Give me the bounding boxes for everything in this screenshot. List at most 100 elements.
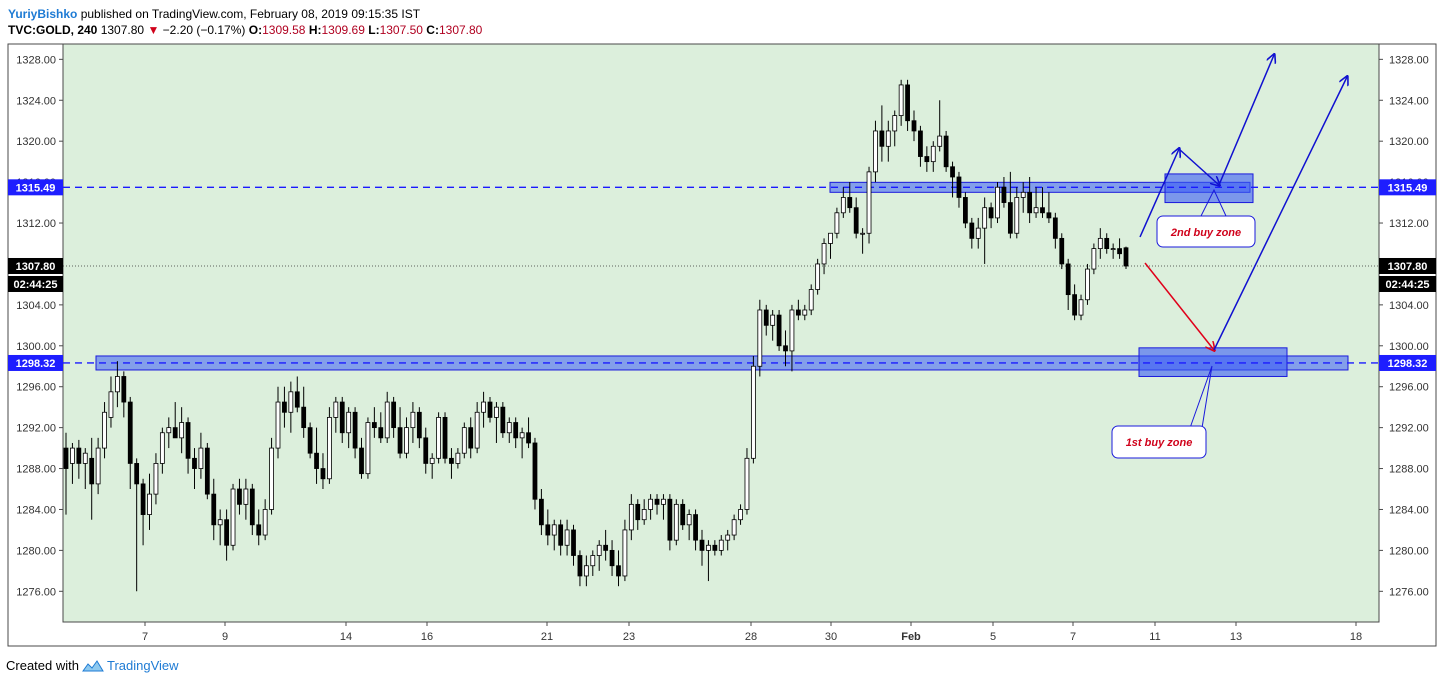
- tradingview-link[interactable]: TradingView: [106, 658, 179, 673]
- candle-body: [339, 401, 345, 434]
- candle-body: [763, 309, 769, 326]
- candle-body: [924, 156, 930, 163]
- y-tick-label-right: 1324.00: [1389, 95, 1429, 107]
- candle-body: [680, 503, 686, 526]
- candle-body: [558, 524, 564, 546]
- high-value: 1309.69: [321, 23, 365, 37]
- zone-callouts-layer: 2nd buy zone 1st buy zone: [1111, 188, 1256, 459]
- candle-body: [391, 401, 397, 429]
- candle-body: [918, 130, 923, 157]
- candle-body: [1097, 237, 1103, 250]
- candle-body: [172, 427, 178, 439]
- arrow-down-to-1st-zone: [1144, 262, 1214, 350]
- candle-body: [487, 401, 493, 418]
- candle-body: [282, 401, 287, 413]
- author-name[interactable]: YuriyBishko: [8, 7, 78, 21]
- candle-body: [359, 447, 364, 475]
- candle-body: [661, 498, 666, 505]
- candle-body: [1052, 217, 1058, 239]
- callout-2nd-buy-zone: [1156, 215, 1256, 248]
- resistance-tag-left: 1315.49: [16, 182, 56, 194]
- candle-body: [738, 509, 743, 521]
- candle-body: [294, 391, 300, 408]
- y-tick-label-left: 1324.00: [16, 95, 56, 107]
- candle-body: [1040, 207, 1045, 214]
- y-tick-label-right: 1296.00: [1389, 382, 1429, 394]
- candle-body: [686, 514, 692, 526]
- candle-body: [853, 207, 859, 234]
- candle-body: [892, 115, 898, 132]
- candle-body: [539, 498, 544, 526]
- candle-body: [371, 422, 377, 429]
- candle-body: [1007, 202, 1013, 234]
- candle-body: [76, 447, 82, 464]
- x-tick-label: Feb: [901, 631, 921, 643]
- resistance-tag-left-bg: [8, 179, 63, 196]
- candle-body: [551, 524, 557, 536]
- candle-body: [725, 534, 731, 541]
- first-buy-zone-box: [1138, 347, 1288, 377]
- candle-body: [121, 376, 127, 403]
- countdown-tag: 02:44:25: [1385, 279, 1429, 291]
- arrows-layer: [1139, 55, 1347, 350]
- candle-body: [648, 498, 653, 510]
- candle-body: [840, 197, 846, 214]
- candle-body: [667, 498, 673, 541]
- close-label: C:: [426, 23, 439, 37]
- candle-body: [622, 529, 628, 577]
- close-value: 1307.80: [438, 23, 483, 37]
- support-tag-left: 1298.32: [16, 358, 56, 370]
- plot-area[interactable]: [62, 43, 1380, 623]
- arrow-down-to-2nd-zone: [1178, 148, 1219, 185]
- candle-body: [783, 345, 788, 352]
- candle-body: [628, 503, 634, 531]
- candle-body: [564, 529, 570, 546]
- candle-body: [963, 197, 968, 224]
- candle-body: [333, 401, 339, 418]
- down-arrow-icon: ▼: [147, 23, 160, 37]
- y-tick-label-right: 1312.00: [1389, 218, 1429, 230]
- candle-body: [1065, 263, 1071, 296]
- y-tick-label-right: 1320.00: [1389, 136, 1429, 148]
- candle-body: [494, 406, 499, 418]
- x-tick-label: 16: [421, 631, 433, 643]
- countdown-tag-bg: [1379, 275, 1436, 292]
- candle-body: [269, 447, 274, 510]
- candle-body: [641, 509, 647, 521]
- y-tick-label-left: 1304.00: [16, 300, 56, 312]
- candle-body: [314, 452, 319, 469]
- time-axis[interactable]: 7 9 14 16 21 23 28 30 Feb 5 7 11 13 18: [142, 622, 1362, 643]
- last-price-tag-left-bg: [8, 257, 63, 274]
- candle-body: [950, 166, 955, 178]
- candle-body: [1001, 186, 1007, 203]
- y-tick-label-left: 1300.00: [16, 341, 56, 353]
- candle-body: [204, 447, 210, 495]
- y-tick-label-left: 1292.00: [16, 423, 56, 435]
- y-tick-label-right: 1276.00: [1389, 586, 1429, 598]
- candle-body: [404, 427, 409, 454]
- last-price-tag-right-bg: [1379, 257, 1436, 274]
- candle-body: [802, 309, 808, 316]
- y-tick-label-left: 1288.00: [16, 464, 56, 476]
- x-tick-label: 7: [1070, 631, 1076, 643]
- candle-body: [866, 171, 872, 234]
- countdown-tag: 02:44:25: [13, 279, 57, 291]
- resistance-tag-right-bg: [1379, 179, 1436, 196]
- candle-body: [198, 447, 204, 469]
- candle-body: [63, 447, 69, 469]
- candle-body: [179, 422, 185, 439]
- candle-body: [911, 120, 917, 132]
- candle-body: [988, 207, 994, 219]
- candle-body: [346, 411, 352, 434]
- candle-body: [545, 524, 551, 536]
- candle-body: [224, 519, 229, 546]
- low-value: 1307.50: [379, 23, 423, 37]
- candle-body: [320, 468, 326, 480]
- candle-body: [230, 488, 236, 546]
- candle-body: [102, 411, 107, 449]
- candle-body: [307, 427, 313, 454]
- candle-body: [455, 452, 461, 464]
- candle-body: [673, 503, 679, 541]
- candle-body: [89, 457, 95, 485]
